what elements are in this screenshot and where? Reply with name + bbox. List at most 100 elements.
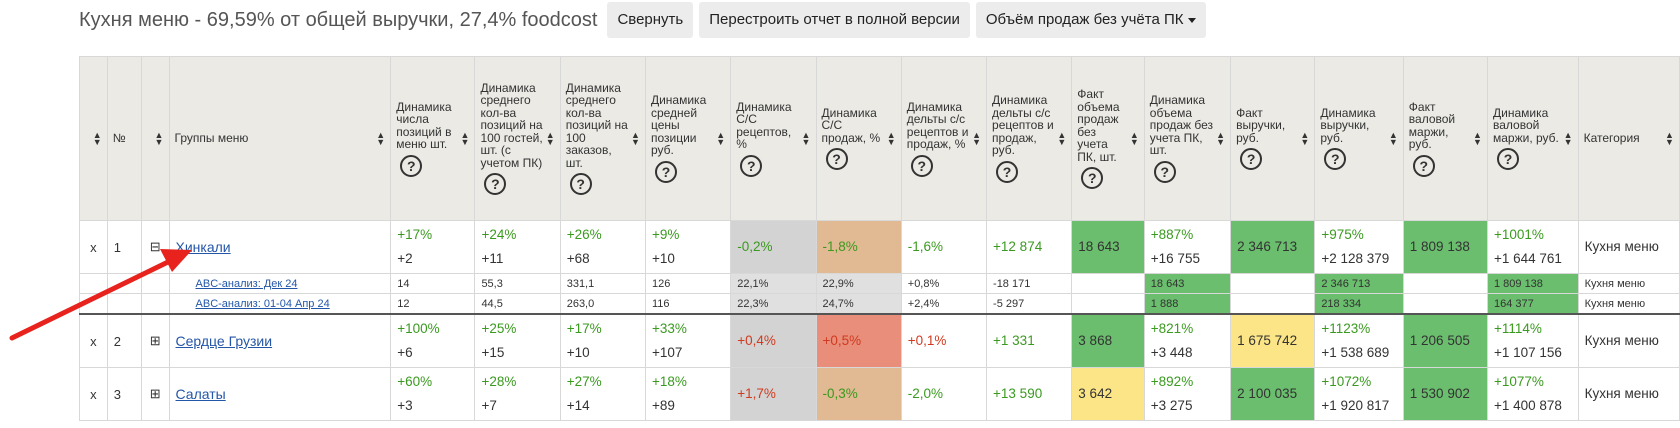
sort-icon[interactable]: ▲ ▼ [1057, 129, 1067, 147]
help-icon[interactable]: ? [654, 160, 677, 183]
collapse-toggle-icon[interactable]: ⊟ [140, 220, 170, 274]
sort-icon[interactable]: ▲ ▼ [1129, 129, 1139, 147]
cell-c6: +0,5% [815, 313, 902, 368]
col-header-c14[interactable]: Динамика валовой маржи, руб.? ▲ ▼ [1486, 56, 1579, 221]
group-link[interactable]: Хинкали [175, 239, 231, 255]
cell-c7: +0,1% [900, 313, 988, 368]
cell-c13: 1 530 902 [1402, 367, 1488, 421]
row-number: 1 [106, 220, 142, 274]
cell-c3: +17% +10 [559, 313, 646, 368]
cell-category: Кухня меню [1577, 313, 1680, 368]
sort-icon[interactable]: ▲ ▼ [631, 129, 640, 147]
help-icon[interactable]: ? [825, 148, 848, 171]
col-header-c7[interactable]: Динамика дельты с/с рецептов и продаж, %… [900, 56, 988, 221]
cell-c6: -0,3% [815, 367, 902, 421]
cell-c10: +892% +3 275 [1143, 367, 1232, 421]
col-header-c12[interactable]: Динамика выручки, руб.? ▲ ▼ [1314, 56, 1404, 221]
col-header-c9[interactable]: Факт объема продаж без учета ПК, шт.? ▲ ▼ [1071, 56, 1145, 221]
help-icon[interactable]: ? [740, 154, 763, 177]
remove-row-button[interactable]: x [79, 313, 108, 368]
sort-icon[interactable]: ▲ ▼ [376, 129, 386, 147]
cell-c14: +1001% +1 644 761 [1486, 220, 1579, 274]
col-header-c10[interactable]: Динамика объема продаж без учета ПК, шт.… [1143, 56, 1232, 221]
remove-row-button[interactable]: x [79, 220, 108, 274]
col-header-c6[interactable]: Динамика С/С продаж, %? ▲ ▼ [815, 56, 902, 221]
col-header-c1[interactable]: Динамика числа позиций в меню шт.? ▲ ▼ [390, 56, 476, 221]
group-link[interactable]: Салаты [175, 386, 226, 402]
help-icon[interactable]: ? [1412, 154, 1435, 177]
col-header-x[interactable]: ▲ ▼ [79, 56, 108, 221]
sort-icon[interactable]: ▲ ▼ [801, 129, 811, 147]
help-icon[interactable]: ? [1496, 148, 1519, 171]
group-link[interactable]: Сердце Грузии [175, 333, 273, 349]
col-header-c4[interactable]: Динамика средней цены позиции руб.? ▲ ▼ [644, 56, 732, 221]
sort-icon[interactable]: ▲ ▼ [154, 129, 164, 147]
expand-toggle-icon[interactable]: ⊞ [140, 313, 170, 368]
col-header-c2[interactable]: Динамика среднего кол-ва позиций на 100 … [474, 56, 561, 221]
sort-icon[interactable]: ▲ ▼ [716, 129, 726, 147]
cell-c3: +26% +68 [559, 220, 646, 274]
col-header-c8[interactable]: Динамика дельты с/с рецептов и продаж, р… [986, 56, 1073, 221]
help-icon[interactable]: ? [400, 154, 423, 177]
sort-icon[interactable]: ▲ ▼ [1300, 129, 1310, 147]
cell-c13: 1 206 505 [1402, 313, 1488, 368]
sort-icon[interactable]: ▲ ▼ [886, 129, 896, 147]
sort-icon[interactable]: ▲ ▼ [1665, 129, 1674, 147]
cell-c9: 3 868 [1071, 313, 1145, 368]
cell-c2: +24% +11 [474, 220, 561, 274]
sales-volume-dropdown[interactable]: Объём продаж без учёта ПК [975, 2, 1207, 38]
sort-icon[interactable]: ▲ ▼ [1473, 129, 1482, 147]
sort-icon[interactable]: ▲ ▼ [92, 129, 102, 147]
table-header-row: ▲ ▼ № ▲ ▼ Группы меню ▲ ▼ Динамика числа поз… [79, 56, 1680, 221]
cell-c8: +1 331 [986, 313, 1073, 368]
sub-row: ABC-анализ: Дек 24 14 55,3 331,1 126 22,… [79, 273, 1680, 294]
col-header-c11[interactable]: Факт выручки, руб.? ▲ ▼ [1230, 56, 1316, 221]
cell-c12: +1123% +1 538 689 [1314, 313, 1404, 368]
expand-toggle-icon[interactable]: ⊞ [140, 367, 170, 421]
cell-c9: 3 642 [1071, 367, 1145, 421]
cell-c12: +1072% +1 920 817 [1314, 367, 1404, 421]
col-header-c5[interactable]: Динамика С/С рецептов, %? ▲ ▼ [730, 56, 817, 221]
abc-analysis-link[interactable]: ABC-анализ: Дек 24 [195, 277, 298, 290]
sort-icon[interactable]: ▲ ▼ [1563, 129, 1573, 147]
cell-c5: +1,7% [730, 367, 817, 421]
cell-c10: +821% +3 448 [1143, 313, 1232, 368]
col-header-c13[interactable]: Факт валовой маржи, руб.? ▲ ▼ [1402, 56, 1488, 221]
cell-c14: +1114% +1 107 156 [1486, 313, 1579, 368]
row-number: 2 [106, 313, 142, 368]
help-icon[interactable]: ? [1081, 167, 1104, 189]
help-icon[interactable]: ? [569, 173, 592, 196]
col-header-c3[interactable]: Динамика среднего кол-ва позиций на 100 … [559, 56, 646, 221]
col-header-toggle[interactable]: ▲ ▼ [140, 56, 170, 221]
help-icon[interactable]: ? [996, 160, 1019, 183]
help-icon[interactable]: ? [910, 154, 933, 177]
cell-c12: +975% +2 128 379 [1314, 220, 1404, 274]
abc-analysis-link[interactable]: ABC-анализ: 01-04 Апр 24 [195, 297, 330, 310]
sub-row: ABC-анализ: 01-04 Апр 24 12 44,5 263,0 1… [79, 293, 1680, 315]
help-icon[interactable]: ? [484, 173, 507, 196]
sort-icon[interactable]: ▲ ▼ [1216, 129, 1226, 147]
cell-c6: -1,8% [815, 220, 902, 274]
sort-icon[interactable]: ▲ ▼ [545, 129, 555, 147]
cell-c14: +1077% +1 400 878 [1486, 367, 1579, 421]
col-header-num[interactable]: № [106, 56, 142, 221]
table-row: x 1 ⊟ Хинкали +17% +2 +24% +11 +26% +68 +9%… [79, 220, 1680, 274]
rebuild-full-report-button[interactable]: Перестроить отчет в полной версии [699, 2, 970, 38]
col-header-group[interactable]: Группы меню ▲ ▼ [168, 56, 392, 221]
sort-icon[interactable]: ▲ ▼ [1388, 129, 1398, 147]
col-header-c15[interactable]: Категория ▲ ▼ [1577, 56, 1680, 221]
sort-icon[interactable]: ▲ ▼ [460, 129, 470, 147]
cell-c5: +0,4% [730, 313, 817, 368]
cell-c4: +18% +89 [644, 367, 732, 421]
remove-row-button[interactable]: x [79, 367, 108, 421]
help-icon[interactable]: ? [1240, 148, 1263, 171]
caret-down-icon [1188, 17, 1197, 23]
cell-c8: +13 590 [986, 367, 1073, 421]
cell-category: Кухня меню [1577, 367, 1680, 421]
help-icon[interactable]: ? [1324, 148, 1347, 171]
cell-c2: +25% +15 [474, 313, 561, 368]
sort-icon[interactable]: ▲ ▼ [972, 129, 981, 147]
cell-c1: +60% +3 [390, 367, 476, 421]
collapse-button[interactable]: Свернуть [607, 2, 694, 38]
help-icon[interactable]: ? [1153, 160, 1176, 183]
